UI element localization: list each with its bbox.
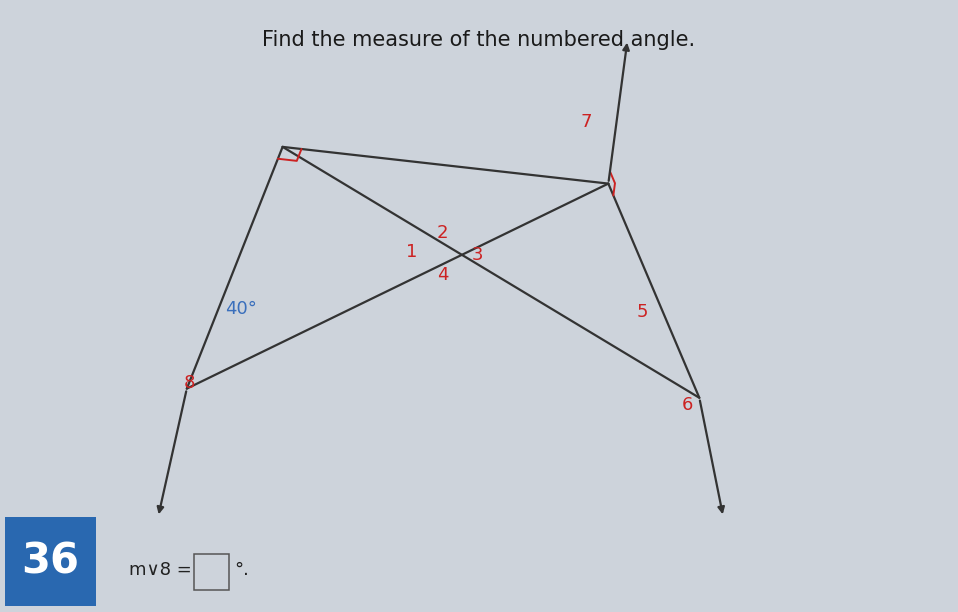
Text: m∨8 =: m∨8 = [129,561,193,580]
Text: 4: 4 [437,266,448,285]
Text: °.: °. [234,561,249,580]
Text: 36: 36 [21,540,80,583]
Text: 5: 5 [636,303,648,321]
Text: 2: 2 [437,223,448,242]
Text: 1: 1 [406,243,418,261]
Text: 7: 7 [581,113,592,132]
Text: 6: 6 [682,396,694,414]
Text: 8: 8 [184,373,195,392]
Text: 3: 3 [471,246,483,264]
Text: 40°: 40° [225,300,257,318]
Text: Find the measure of the numbered angle.: Find the measure of the numbered angle. [262,30,696,50]
FancyBboxPatch shape [5,517,96,606]
